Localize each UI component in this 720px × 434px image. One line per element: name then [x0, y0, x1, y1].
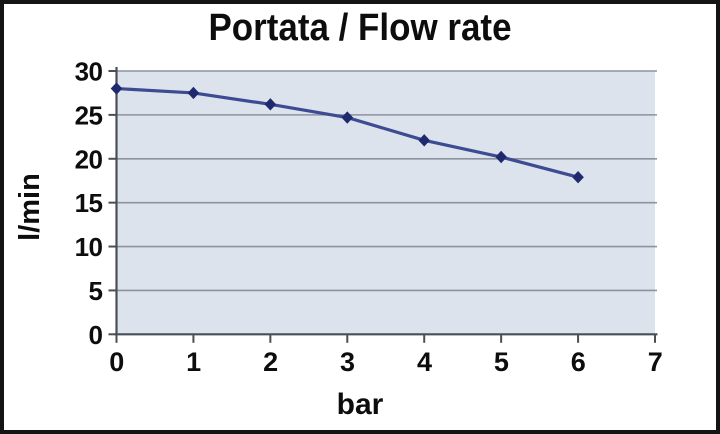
y-tick-label: 0: [89, 320, 103, 350]
y-tick-label: 25: [75, 100, 103, 130]
y-tick-label: 15: [75, 188, 103, 218]
chart-title: Portata / Flow rate: [208, 7, 512, 49]
data-point-marker: [495, 150, 507, 164]
y-axis-title: l/min: [14, 173, 46, 241]
y-tick-label: 20: [75, 144, 103, 174]
data-point-marker: [264, 98, 277, 111]
y-tick-label: 5: [89, 276, 103, 306]
data-point-marker: [341, 111, 354, 124]
x-axis-title: bar: [336, 388, 384, 421]
x-tick-label: 1: [186, 347, 201, 377]
x-tick-label: 6: [571, 347, 586, 377]
data-point-marker: [110, 82, 123, 95]
data-point-marker: [572, 170, 584, 184]
x-tick-label: 4: [417, 347, 432, 377]
x-tick-label: 5: [494, 347, 509, 377]
y-tick-label: 10: [75, 232, 103, 262]
y-tick-label: 30: [75, 57, 103, 87]
x-tick-label: 0: [109, 347, 124, 377]
x-tick-label: 3: [340, 347, 355, 377]
x-tick-label: 7: [648, 347, 663, 377]
x-tick-label: 2: [263, 347, 278, 377]
data-point-marker: [187, 86, 200, 100]
data-point-marker: [418, 134, 431, 147]
